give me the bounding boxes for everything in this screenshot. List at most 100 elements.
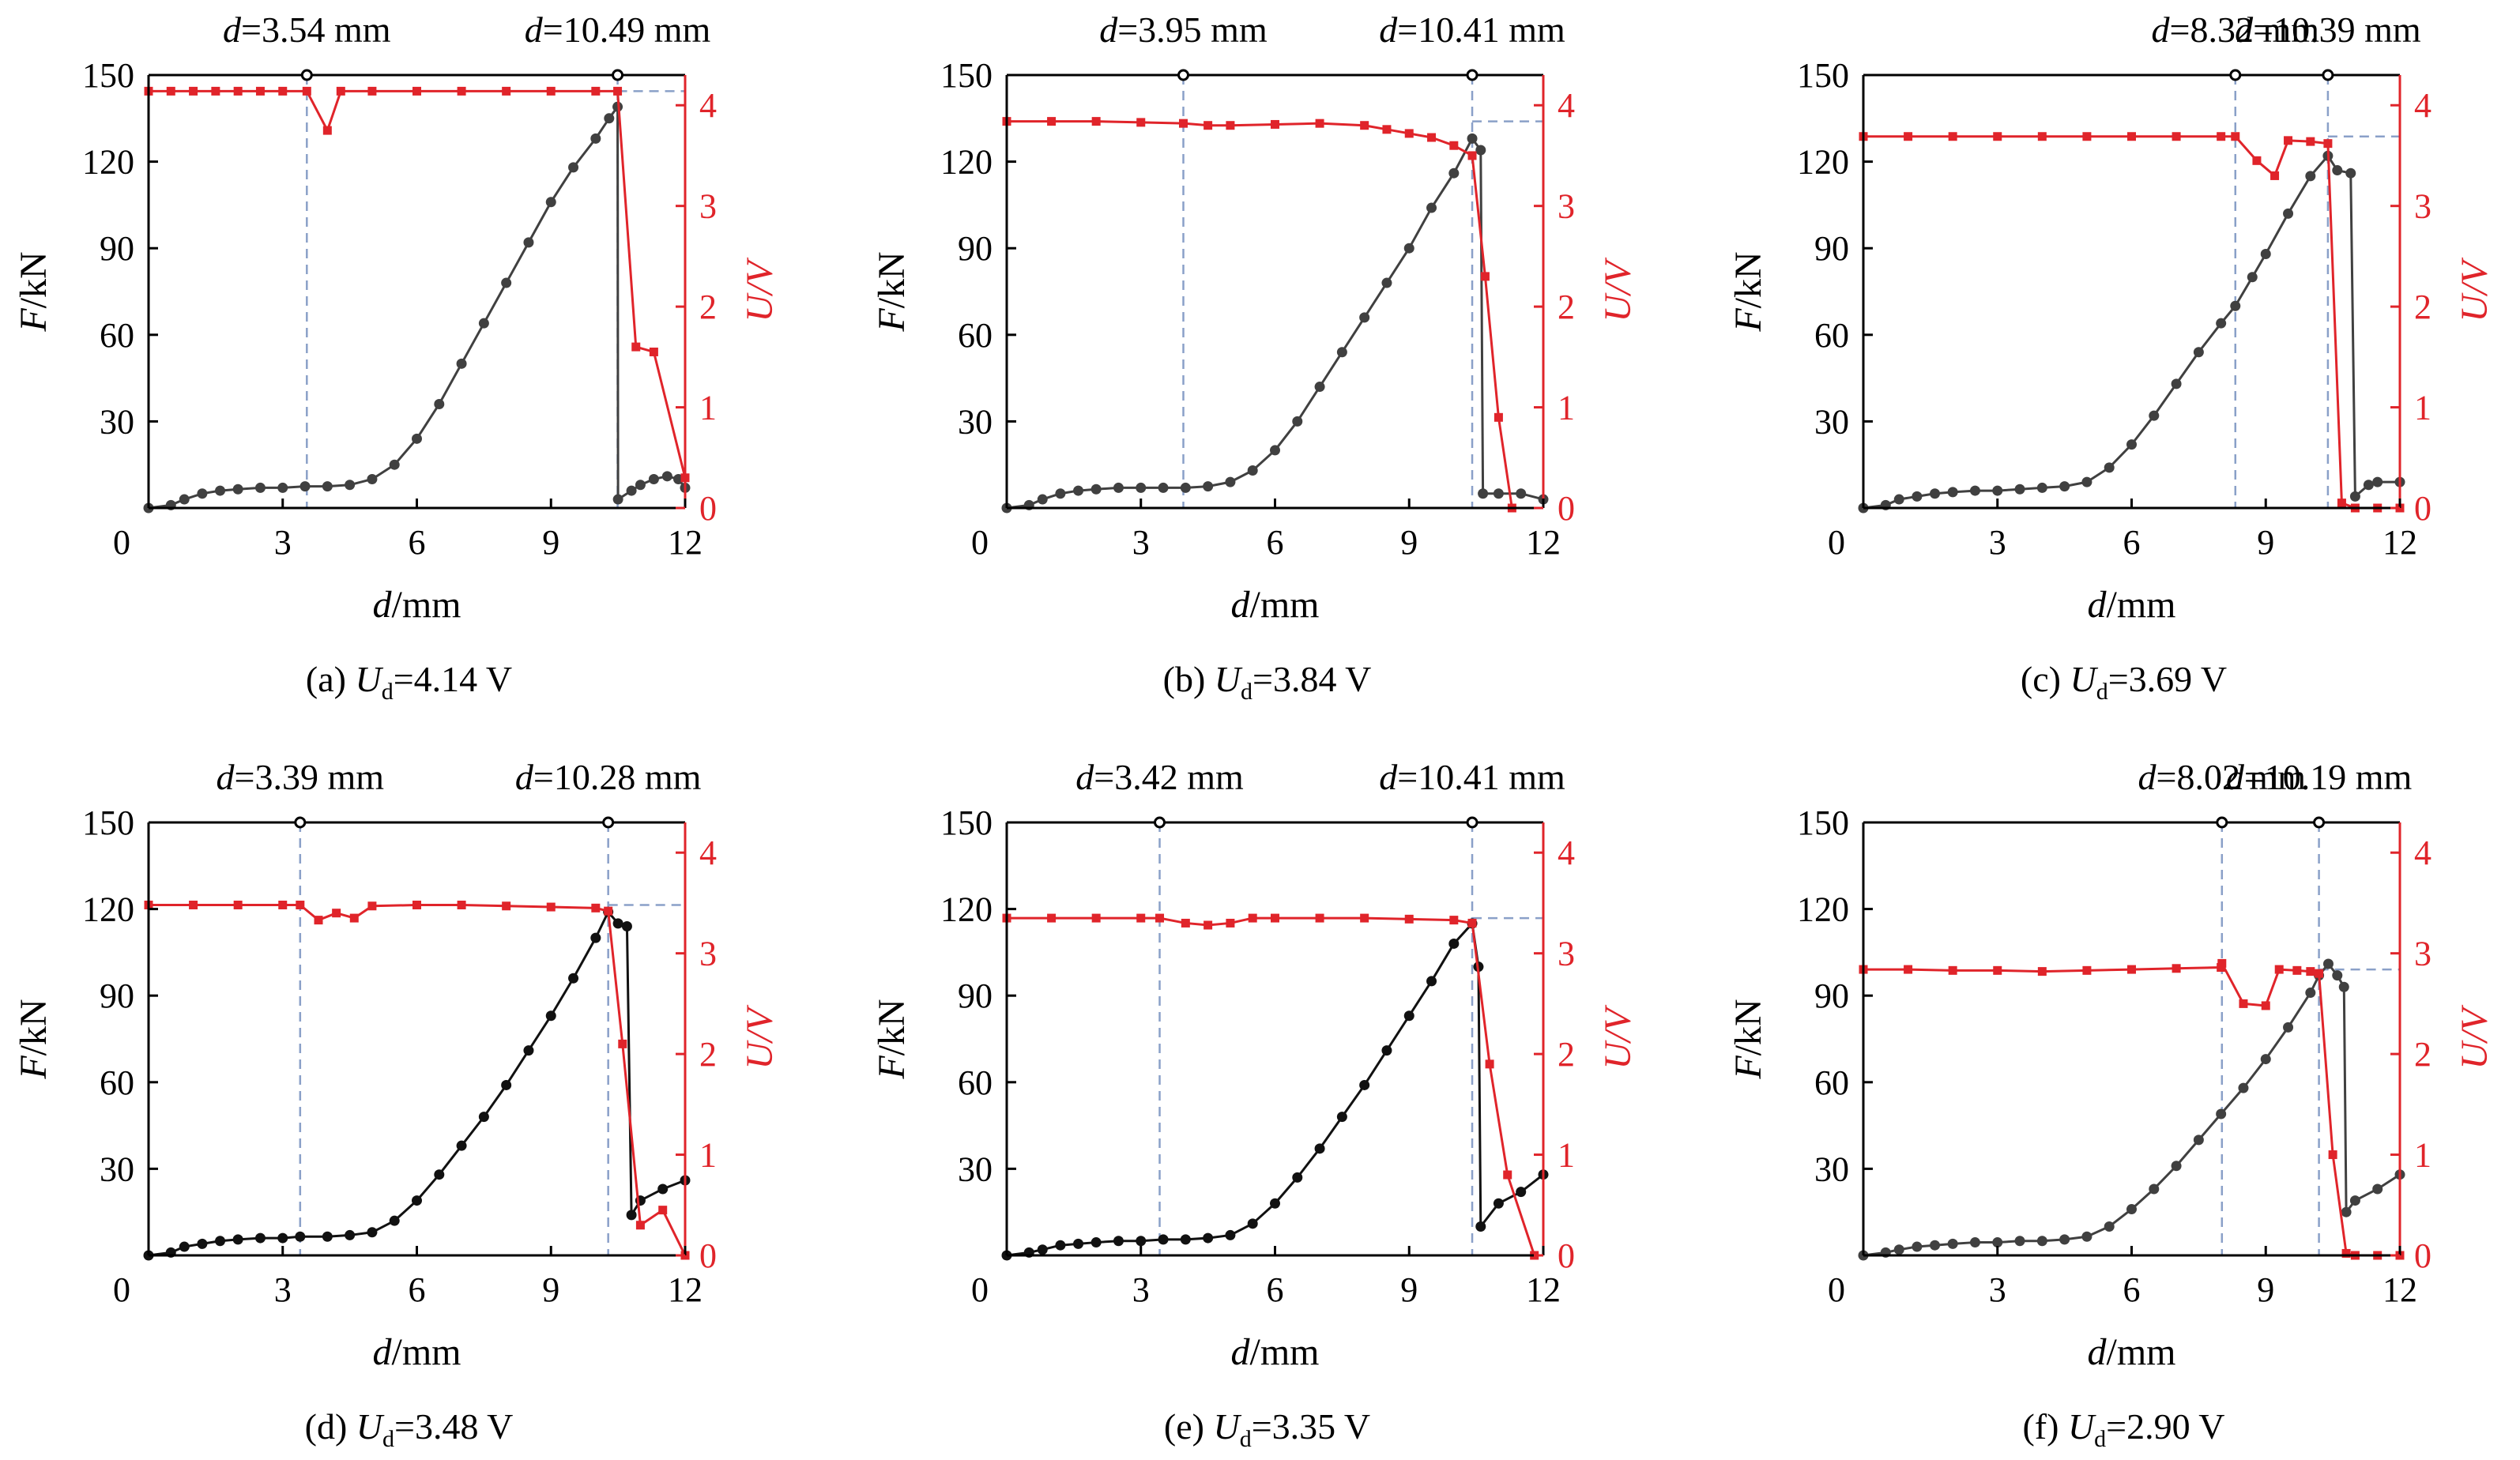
data-point-U: [1155, 913, 1165, 923]
marker-point: [294, 816, 307, 829]
x-tick-label: 3: [1989, 1270, 2006, 1309]
data-point-F: [1037, 1244, 1048, 1255]
data-point-U: [1485, 1059, 1494, 1069]
data-point-F: [2171, 378, 2182, 389]
marker-point: [2216, 816, 2228, 829]
data-point-F: [2036, 1236, 2047, 1247]
data-point-U: [635, 1221, 645, 1230]
x-tick-label: 3: [1989, 523, 2006, 562]
data-point-U: [1993, 132, 2002, 141]
data-point-U: [591, 903, 601, 912]
data-point-U: [649, 347, 658, 356]
data-point-F: [2372, 476, 2383, 487]
data-point-F: [1359, 312, 1370, 323]
data-point-U: [2306, 137, 2315, 146]
data-point-F: [1203, 1232, 1214, 1244]
data-point-F: [295, 1231, 306, 1242]
data-point-U: [502, 86, 511, 96]
data-point-F: [456, 1140, 467, 1151]
panel-caption: (c) Ud=3.69 V: [2021, 659, 2227, 705]
data-point-F: [523, 237, 534, 248]
y-right-tick-label: 3: [2414, 187, 2431, 226]
x-tick-label: 6: [1267, 1270, 1284, 1309]
data-point-F: [2283, 208, 2294, 219]
data-point-U: [2082, 965, 2092, 975]
marker-label: d=8.02 mm: [2138, 757, 2307, 797]
y-left-tick-label: 150: [1797, 56, 1849, 95]
data-point-F: [232, 484, 243, 495]
data-point-F: [215, 485, 226, 496]
data-point-F: [1073, 1238, 1084, 1249]
y-right-tick-label: 2: [2414, 1035, 2431, 1074]
data-point-F: [501, 1079, 512, 1090]
marker-label: d=10.19 mm: [2226, 757, 2413, 797]
x-tick-label: 12: [668, 1270, 703, 1309]
data-point-U: [1427, 133, 1437, 142]
data-point-F: [1136, 482, 1147, 493]
data-point-F: [2104, 1221, 2115, 1232]
data-point-F: [1475, 1221, 1486, 1232]
data-point-F: [179, 494, 190, 505]
data-point-U: [367, 901, 377, 911]
data-point-U: [546, 86, 556, 96]
data-point-F: [1969, 1237, 1980, 1248]
data-point-U: [1904, 965, 1913, 974]
data-point-F: [2238, 1082, 2249, 1093]
data-point-F: [277, 482, 288, 493]
data-point-F: [2332, 165, 2343, 176]
data-point-F: [1516, 1187, 1527, 1198]
data-point-U: [457, 901, 466, 910]
x-tick-label: 0: [113, 523, 130, 562]
data-point-F: [1992, 485, 2003, 496]
data-point-U: [1993, 965, 2002, 975]
y-left-tick-label: 150: [82, 56, 134, 95]
data-point-F: [367, 1227, 378, 1238]
data-point-F: [2126, 1204, 2137, 1215]
data-point-F: [412, 1195, 422, 1206]
data-point-U: [613, 86, 623, 96]
data-point-F: [626, 1210, 637, 1221]
data-point-U: [1503, 1170, 1512, 1180]
y-left-tick-label: 90: [1814, 229, 1849, 268]
data-point-F: [590, 133, 601, 144]
data-point-U: [658, 1206, 668, 1215]
data-point-F: [1292, 1172, 1303, 1183]
x-tick-label: 3: [274, 523, 292, 562]
data-point-U: [1136, 118, 1146, 127]
data-point-U: [618, 1039, 627, 1048]
data-point-F: [1314, 382, 1325, 393]
data-point-F: [2283, 1022, 2294, 1033]
y-right-tick-label: 0: [1558, 1236, 1575, 1275]
data-point-F: [2014, 1236, 2025, 1247]
data-point-F: [215, 1236, 226, 1247]
data-point-F: [2059, 481, 2070, 492]
y-left-axis-title: F/kN: [1727, 251, 1769, 332]
data-point-U: [1271, 913, 1279, 923]
marker-point: [2313, 816, 2326, 829]
data-point-F: [568, 973, 579, 984]
data-point-U: [1047, 913, 1057, 923]
x-tick-label: 12: [1526, 523, 1561, 562]
data-point-F: [1136, 1236, 1147, 1247]
marker-label: d=3.95 mm: [1099, 9, 1268, 50]
y-left-axis-title: F/kN: [13, 999, 55, 1079]
data-point-U: [457, 86, 466, 96]
data-point-U: [1271, 119, 1279, 129]
x-tick-label: 12: [668, 523, 703, 562]
data-point-F: [1426, 976, 1437, 987]
x-tick-label: 0: [1828, 523, 1845, 562]
data-point-F: [1314, 1143, 1325, 1154]
data-point-U: [2274, 965, 2284, 974]
x-tick-label: 0: [1828, 1270, 1845, 1309]
y-left-axis-title: F/kN: [13, 251, 55, 332]
y-right-tick-label: 1: [699, 1136, 717, 1175]
y-right-axis-title: U/V: [1597, 258, 1639, 322]
x-tick-label: 9: [2257, 1270, 2274, 1309]
panel-caption: (b) Ud=3.84 V: [1163, 659, 1372, 705]
data-point-F: [197, 1238, 208, 1249]
data-point-F: [2149, 1183, 2160, 1195]
marker-label: d=3.42 mm: [1075, 757, 1244, 797]
data-point-F: [2216, 318, 2227, 329]
